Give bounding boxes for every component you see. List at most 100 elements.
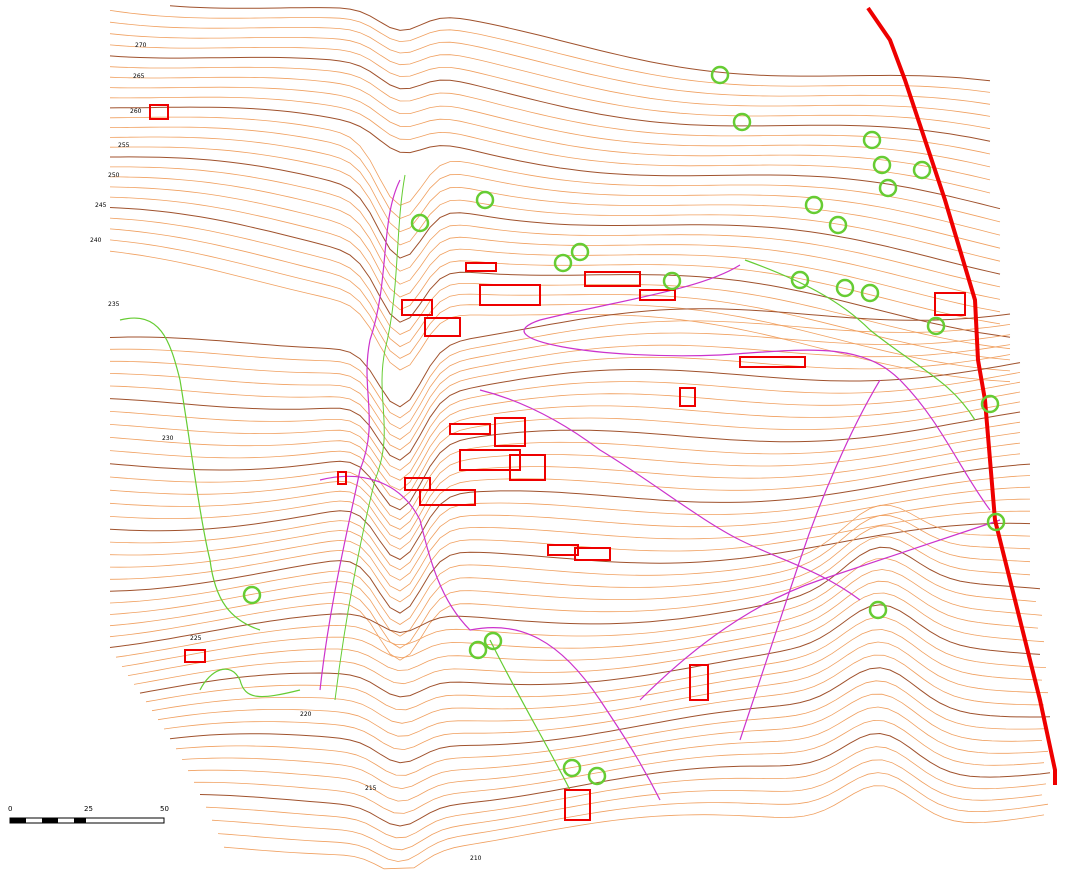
contour-line	[109, 250, 1011, 383]
contour-line	[194, 719, 1045, 814]
contour-line	[169, 5, 991, 82]
contour-line	[109, 522, 1031, 614]
tree	[562, 758, 582, 778]
building	[564, 789, 591, 821]
elevation-label: 230	[162, 435, 174, 442]
tree	[710, 65, 730, 85]
contour-line	[109, 86, 991, 181]
contour-line	[163, 654, 1045, 751]
contour-line	[109, 498, 1031, 592]
contour-line	[151, 629, 1043, 724]
elevation-label: 245	[95, 202, 107, 209]
contour-line	[121, 569, 1043, 667]
tree	[468, 640, 488, 660]
building	[479, 284, 541, 306]
contour-line	[181, 693, 1043, 790]
contour-line	[110, 332, 1011, 430]
contour-line	[109, 463, 1031, 561]
contour-line	[109, 391, 1021, 491]
tree	[912, 160, 932, 180]
tree	[926, 316, 946, 336]
contour-line	[169, 667, 1051, 764]
contour-line	[109, 146, 1001, 262]
contour-line	[109, 421, 1021, 521]
footpath	[334, 174, 406, 701]
contour-line	[109, 21, 991, 105]
contour-line	[109, 504, 1031, 625]
tree	[872, 155, 892, 175]
contour-line	[109, 442, 1021, 540]
contour-line	[109, 381, 1021, 481]
contour-line	[109, 33, 991, 117]
contour-line	[109, 453, 1021, 550]
contour-line	[110, 156, 1001, 275]
building	[934, 292, 966, 316]
contour-line	[109, 401, 1021, 501]
tree	[862, 130, 882, 150]
elevation-label: 225	[190, 635, 202, 642]
building	[337, 471, 347, 485]
contour-line	[205, 746, 1047, 839]
scale-bar-segment	[74, 818, 86, 823]
contour-line	[109, 475, 1031, 571]
contour-line	[109, 106, 1001, 210]
building	[184, 649, 206, 663]
contour-line	[109, 239, 1011, 372]
tree	[242, 585, 262, 605]
contour-line	[110, 176, 1001, 300]
building	[449, 423, 491, 435]
building	[547, 544, 579, 556]
building	[739, 356, 806, 368]
contour-line	[109, 116, 1001, 223]
contour-line	[109, 96, 991, 194]
scale-label: 25	[84, 805, 93, 813]
building	[639, 289, 676, 301]
contour-line	[109, 44, 991, 130]
contour-line	[145, 616, 1047, 711]
scale-bar-frame	[9, 817, 165, 824]
contour-line	[217, 772, 1049, 862]
boundary-path	[119, 317, 261, 631]
contour-line	[199, 732, 1051, 827]
tree	[835, 278, 855, 298]
contour-line	[109, 126, 1001, 236]
contour-line	[187, 706, 1049, 802]
building	[149, 104, 169, 120]
contour-line	[109, 207, 1011, 338]
contour-line	[139, 604, 1041, 698]
elevation-label: 235	[108, 301, 120, 308]
contour-line	[110, 166, 1001, 288]
scale-bar-segment	[10, 818, 26, 823]
building	[509, 454, 546, 481]
contour-line	[223, 785, 1045, 870]
contour-line	[109, 136, 1001, 249]
elevation-label: 260	[130, 108, 142, 115]
tree	[553, 253, 573, 273]
contour-line	[157, 641, 1049, 737]
building	[584, 271, 641, 287]
building	[574, 547, 611, 561]
tree	[483, 631, 503, 651]
boundary-path	[199, 668, 301, 698]
footpath	[489, 639, 571, 791]
trees	[242, 65, 1006, 786]
building	[679, 387, 696, 407]
building	[494, 417, 526, 447]
contour-line	[109, 320, 1011, 419]
building	[401, 299, 433, 316]
scale-bar: 0 25 50	[8, 805, 169, 824]
elevation-label: 240	[90, 237, 102, 244]
tree	[410, 213, 430, 233]
scale-label: 50	[160, 805, 169, 813]
contour-line	[109, 515, 1031, 637]
building	[465, 262, 497, 272]
tree	[732, 112, 752, 132]
tree	[986, 512, 1006, 532]
tree	[828, 215, 848, 235]
elevation-label: 250	[108, 172, 120, 179]
footpath	[744, 259, 976, 421]
building	[459, 449, 521, 471]
contour-line	[109, 536, 1031, 661]
